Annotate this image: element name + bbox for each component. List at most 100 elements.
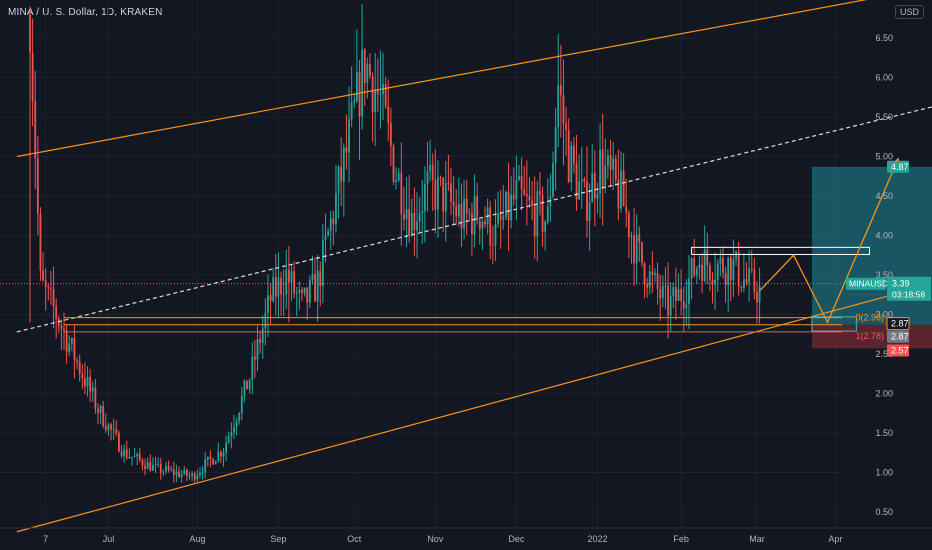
candle-body [586,181,588,221]
candle-body [680,289,683,301]
candle-body [363,49,366,83]
time-axis[interactable]: 7 Jul Aug Sep Oct Nov Dec 2022 Feb Mar Apr [0,527,932,544]
candle-body [141,459,144,466]
candle-body [541,194,544,232]
candle-body [554,127,557,164]
candle-body [643,263,646,284]
y-tick-label: 4.50 [875,191,893,201]
candle-body [366,64,369,83]
candle-body [525,194,528,197]
candle-body [225,442,228,453]
price-candles [29,3,761,484]
candle-body [128,457,131,459]
candle-body [489,207,492,246]
y-tick-label: 2.00 [875,389,893,399]
target-tag: 4.87 [891,162,909,172]
candle-body [131,456,133,458]
candle-body [42,270,44,281]
candle-body [165,466,167,472]
candle-body [68,343,71,352]
currency-button[interactable]: USD [894,5,924,19]
candle-body [314,274,316,302]
candle-body [369,64,371,77]
candle-body [138,454,141,460]
candle-body [73,338,76,361]
candle-body [444,183,447,212]
candle-body [118,433,120,452]
candle-body [520,175,523,190]
candle-body [756,291,758,303]
candle-body [327,231,330,236]
candle-body [442,177,445,212]
candle-body [217,451,220,462]
candle-body [740,286,743,289]
candle-body [675,287,677,301]
candle-body [491,245,494,247]
candle-body [656,273,659,290]
candle-body [722,257,724,274]
candle-body [580,179,583,182]
x-tick-label: Jul [103,534,115,544]
candle-body [698,264,701,269]
candle-body [567,129,570,182]
symbol-tag-bg [846,277,886,290]
candle-body [84,378,86,387]
candle-body [186,469,188,476]
candle-body [60,326,63,329]
candle-body [505,191,507,217]
candle-body [648,271,651,288]
candle-body [450,183,452,202]
candle-body [379,93,382,95]
candle-body [677,289,680,301]
candle-body [361,49,364,117]
grid-lines [0,0,842,528]
candle-body [295,292,298,294]
trend-drawings [0,0,932,533]
candle-body [253,356,256,360]
candle-body [729,257,732,281]
candle-body [471,213,473,235]
candle-body [455,205,458,217]
candle-body [588,202,591,221]
candle-body [311,274,314,281]
candle-body [57,318,60,327]
x-tick-label: Apr [828,534,842,544]
candle-body [29,14,31,53]
candle-body [695,268,698,276]
candle-body [353,100,356,103]
candle-body [133,456,136,458]
candle-body [512,194,515,200]
candle-body [70,338,73,344]
x-tick-label: Aug [189,534,205,544]
candle-body [350,102,353,120]
x-tick-label: Feb [673,534,689,544]
candle-body [531,200,533,206]
fib1-label: 1(2.78) [855,331,884,341]
candle-body [94,387,97,409]
candle-body [484,221,486,225]
candle-body [559,85,562,96]
x-tick-label: Sep [270,534,286,544]
candle-body [735,251,737,259]
candle-body [376,90,379,94]
candle-body [196,475,199,480]
candle-body [52,288,55,307]
candle-body [154,463,157,465]
price-axis[interactable]: 6.50 6.00 5.50 5.00 4.50 4.00 3.50 3.00 2.50 2.00… [875,33,893,517]
candle-body [36,158,39,214]
candle-body [235,420,238,427]
candle-body [233,426,235,433]
candle-body [102,406,105,427]
candle-body [604,165,607,188]
candle-body [125,449,128,458]
candle-body [614,158,617,180]
x-tick-label: Dec [508,534,525,544]
candle-body [191,473,194,476]
entry2-tag-bg [887,330,909,343]
candle-body [86,376,89,387]
candle-body [91,387,94,392]
y-tick-label: 1.00 [875,468,893,478]
candle-body [31,52,34,102]
candle-body [596,193,599,199]
